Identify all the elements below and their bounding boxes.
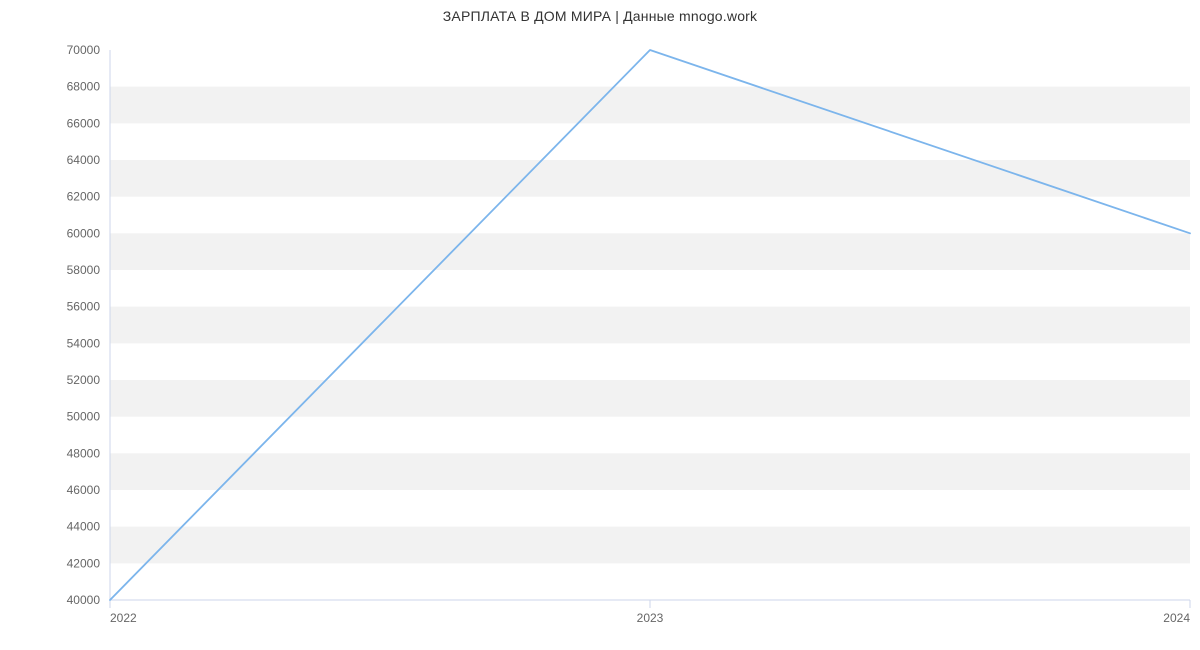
y-tick-label: 50000	[67, 410, 101, 424]
x-tick-label: 2022	[110, 611, 137, 625]
y-tick-label: 42000	[67, 556, 101, 570]
chart-title: ЗАРПЛАТА В ДОМ МИРА | Данные mnogo.work	[0, 8, 1200, 24]
salary-line-chart: ЗАРПЛАТА В ДОМ МИРА | Данные mnogo.work …	[0, 0, 1200, 650]
y-tick-label: 62000	[67, 190, 101, 204]
grid-band	[110, 527, 1190, 564]
y-tick-label: 52000	[67, 373, 101, 387]
x-tick-label: 2024	[1163, 611, 1190, 625]
y-tick-label: 60000	[67, 226, 101, 240]
chart-svg: 40000 42000 44000 46000 48000 50000 52000 54000…	[0, 0, 1200, 650]
grid-band	[110, 453, 1190, 490]
grid-band	[110, 307, 1190, 344]
x-tick-label: 2023	[637, 611, 664, 625]
y-tick-label: 46000	[67, 483, 101, 497]
y-tick-label: 58000	[67, 263, 101, 277]
y-tick-label: 40000	[67, 593, 101, 607]
y-tick-label: 44000	[67, 520, 101, 534]
y-tick-label: 66000	[67, 116, 101, 130]
y-tick-label: 56000	[67, 300, 101, 314]
grid-band	[110, 380, 1190, 417]
y-tick-label: 64000	[67, 153, 101, 167]
y-tick-label: 54000	[67, 336, 101, 350]
grid-band	[110, 87, 1190, 124]
y-tick-label: 48000	[67, 446, 101, 460]
y-tick-label: 70000	[67, 43, 101, 57]
y-tick-label: 68000	[67, 80, 101, 94]
grid-band	[110, 233, 1190, 270]
